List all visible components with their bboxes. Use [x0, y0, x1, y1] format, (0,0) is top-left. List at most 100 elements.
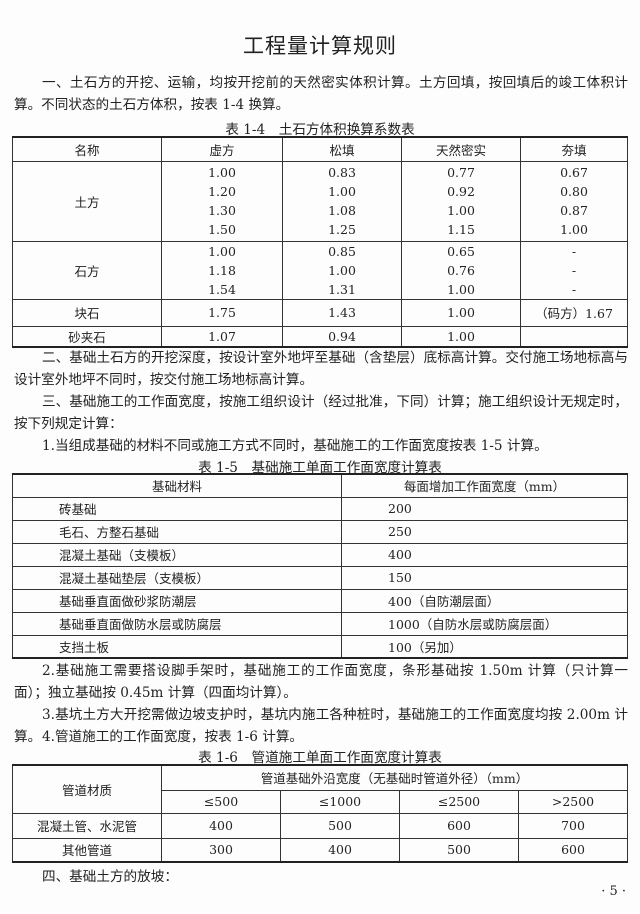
cell: 700	[518, 812, 628, 839]
row-name: 石方	[12, 240, 162, 300]
page-number: · 5 ·	[601, 884, 626, 899]
cell: 1000（自防水层或防腐层面）	[341, 611, 628, 636]
header-cell: ≤2500	[399, 789, 519, 814]
cell: 1.00	[447, 203, 475, 218]
cell: 400	[341, 542, 628, 567]
cell: -	[571, 281, 577, 297]
cell: 1.07	[161, 325, 283, 347]
table-row: 块石 1.75 1.43 1.00 （码方）1.67	[12, 298, 628, 327]
table-1-4: 名称 虚方 松填 天然密实 夯填 土方 1.00 1.20 1.30 1.50 0.8…	[12, 136, 628, 348]
cell: 混凝土基础（支模板）	[12, 542, 342, 567]
cell: 1.00	[208, 165, 236, 180]
paragraph-2: 二、基础土石方的开挖深度，按设计室外地坪至基础（含垫层）底标高计算。交付施工场地…	[14, 350, 628, 388]
cell: 1.25	[328, 222, 356, 237]
paragraph-6: 3.基坑土方大开挖需做边坡支护时，基坑内施工各种桩时，基础施工的工作面宽度均按 …	[14, 707, 628, 745]
header-cell: 虚方	[161, 136, 283, 162]
cell: 1.15	[447, 222, 475, 237]
cell: 1.43	[282, 298, 402, 327]
cell: 1.20	[208, 184, 236, 199]
cell: 0.83	[328, 165, 356, 180]
cell: 基础垂直面做砂浆防潮层	[12, 588, 342, 613]
table-1-6-caption: 表 1-6 管道施工单面工作面宽度计算表	[198, 750, 442, 766]
cell: 0.77	[447, 165, 475, 180]
cell: 300	[161, 837, 281, 863]
cell: 500	[280, 812, 400, 839]
table-row: 混凝土基础（支模板） 400	[12, 542, 628, 567]
cell: 1.30	[208, 203, 236, 218]
cell: 1.00	[328, 184, 356, 199]
paragraph-4: 1.当组成基础的材料不同或施工方式不同时，基础施工的工作面宽度按表 1-5 计算…	[42, 438, 548, 454]
cell: 1.00	[208, 243, 236, 259]
cell: 0.85	[328, 243, 356, 259]
cell: 混凝土基础垫层（支模板）	[12, 565, 342, 590]
cell: 0.67	[560, 165, 588, 180]
header-cell: 夯填	[520, 136, 628, 162]
cell: 600	[518, 837, 628, 863]
cell: 毛石、方整石基础	[12, 519, 342, 544]
cell: 0.87	[560, 203, 588, 218]
cell: 400（自防潮层面）	[341, 588, 628, 613]
header-cell: >2500	[518, 789, 628, 814]
table-row: 混凝土管、水泥管 400 500 600 700	[12, 812, 628, 839]
header-cell: 管道基础外沿宽度（无基础时管道外径）（mm）	[161, 764, 628, 791]
table-row: 基础垂直面做防水层或防腐层 1000（自防水层或防腐层面）	[12, 611, 628, 636]
table-1-5: 基础材料 每面增加工作面宽度（mm） 砖基础 200 毛石、方整石基础 250 混凝土…	[12, 473, 628, 659]
table-row: 毛石、方整石基础 250	[12, 519, 628, 544]
header-cell: 名称	[12, 136, 162, 162]
cell: 1.00	[401, 298, 521, 327]
cell: 支挡土板	[12, 634, 342, 659]
header-cell: ≤500	[161, 789, 281, 814]
row-name: 土方	[12, 160, 162, 242]
cell: 1.50	[208, 222, 236, 237]
cell: 1.31	[328, 281, 356, 297]
cell: 500	[399, 837, 519, 863]
cell: 1.08	[328, 203, 356, 218]
paragraph-5: 2.基础施工需要搭设脚手架时，基础施工的工作面宽度，条形基础按 1.50m 计算…	[14, 663, 628, 701]
paragraph-7: 4.管道施工的工作面宽度，按表 1-6 计算。	[42, 729, 304, 745]
cell: 400	[161, 812, 281, 839]
cell: 100（另加）	[341, 634, 628, 659]
cell: 0.76	[447, 262, 475, 278]
row-name: 块石	[12, 298, 162, 327]
cell: （码方）1.67	[520, 298, 628, 327]
cell: 250	[341, 519, 628, 544]
cell: 200	[341, 496, 628, 521]
cell: 150	[341, 565, 628, 590]
header-cell: 天然密实	[401, 136, 521, 162]
table-1-6: 管道材质 管道基础外沿宽度（无基础时管道外径）（mm） ≤500 ≤1000 ≤250…	[12, 764, 628, 863]
table-1-5-caption: 表 1-5 基础施工单面工作面宽度计算表	[198, 460, 442, 476]
cell: 400	[280, 837, 400, 863]
paragraph-3: 三、基础施工的工作面宽度，按施工组织设计（经过批准，下同）计算；施工组织设计无规…	[14, 394, 628, 432]
cell: 1.18	[208, 262, 236, 278]
row-name: 砂夹石	[12, 325, 162, 347]
header-cell: 每面增加工作面宽度（mm）	[341, 473, 628, 498]
cell: 基础垂直面做防水层或防腐层	[12, 611, 342, 636]
cell	[520, 325, 628, 347]
cell: 其他管道	[12, 837, 162, 863]
cell: -	[571, 262, 577, 278]
cell: 混凝土管、水泥管	[12, 812, 162, 839]
table-row: 混凝土基础垫层（支模板） 150	[12, 565, 628, 590]
paragraph-8: 四、基础土方的放坡：	[42, 869, 178, 885]
cell: 600	[399, 812, 519, 839]
table-row: 土方 1.00 1.20 1.30 1.50 0.83 1.00 1.08 1.25 0.7…	[12, 160, 628, 242]
table-row: 其他管道 300 400 500 600	[12, 837, 628, 863]
header-cell: 管道材质	[12, 764, 162, 814]
cell: 0.94	[282, 325, 402, 347]
page-title: 工程量计算规则	[243, 34, 397, 58]
cell: 0.80	[560, 184, 588, 199]
paragraph-1: 一、土石方的开挖、运输，均按开挖前的天然密实体积计算。土方回填，按回填后的竣工体…	[14, 75, 628, 113]
cell: 1.00	[328, 262, 356, 278]
cell: 1.00	[560, 222, 588, 237]
table-row: 支挡土板 100（另加）	[12, 634, 628, 659]
cell: 0.92	[447, 184, 475, 199]
header-cell: ≤1000	[280, 789, 400, 814]
cell: 1.00	[401, 325, 521, 347]
table-row: 砂夹石 1.07 0.94 1.00	[12, 325, 628, 347]
table-row: 基础垂直面做砂浆防潮层 400（自防潮层面）	[12, 588, 628, 613]
cell: 0.65	[447, 243, 475, 259]
cell: 砖基础	[12, 496, 342, 521]
table-row: 石方 1.00 1.18 1.54 0.85 1.00 1.31 0.65 0.76 1.0…	[12, 240, 628, 300]
header-cell: 松填	[282, 136, 402, 162]
